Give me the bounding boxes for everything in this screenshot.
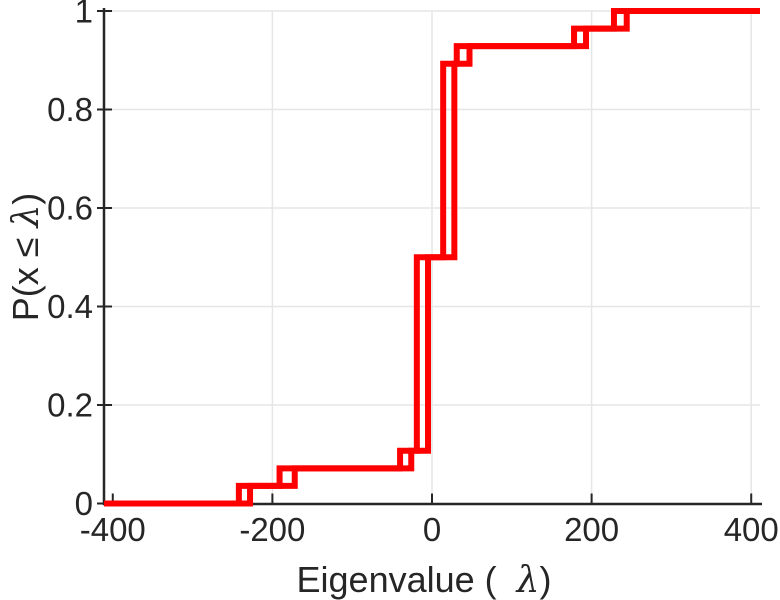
- x-tick-label: -200: [239, 511, 305, 548]
- x-tick-label: 0: [423, 511, 441, 548]
- y-tick-label: 0.2: [47, 387, 93, 424]
- x-tick-label: 200: [564, 511, 619, 548]
- y-tick-label: 1: [75, 0, 93, 30]
- ecdf-curves: [104, 8, 760, 507]
- y-tick-label: 0.6: [47, 190, 93, 227]
- y-axis-label: P(x ≤ λ): [5, 193, 47, 322]
- x-tick-label: 400: [724, 511, 779, 548]
- ecdf-curve-2: [104, 8, 760, 507]
- tick-labels: -400 -200 0 200 400 0 0.2 0.4 0.6 0.8 1: [47, 0, 779, 548]
- y-tick-label: 0: [75, 485, 93, 522]
- x-axis-label: Eigenvalue ( λ): [297, 559, 552, 600]
- y-tick-label: 0.8: [47, 91, 93, 128]
- x-tick-label: -400: [80, 511, 146, 548]
- y-tick-label: 0.4: [47, 288, 93, 325]
